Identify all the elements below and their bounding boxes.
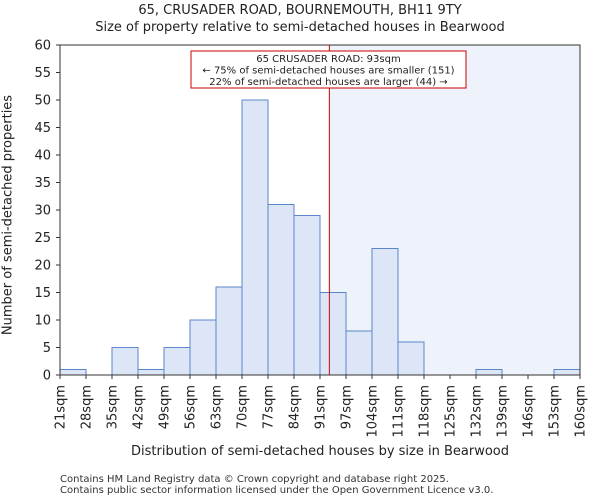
histogram-bar [397,341,425,376]
x-tick-label: 139sqm [496,385,511,438]
attribution-line-2: Contains public sector information licen… [60,485,494,496]
x-tick-label: 97sqm [340,385,355,429]
annotation-box [190,50,467,89]
highlight-region [329,45,580,375]
histogram-bar [345,330,373,376]
chart-title: 65, CRUSADER ROAD, BOURNEMOUTH, BH11 9TY [138,3,462,18]
y-tick-label: 20 [34,259,51,274]
annotation-line: ← 75% of semi-detached houses are smalle… [202,66,454,77]
histogram-bar [241,99,269,376]
annotation-line: 22% of semi-detached houses are larger (… [209,77,447,88]
chart-title-block: 65, CRUSADER ROAD, BOURNEMOUTH, BH11 9TY… [0,2,600,36]
histogram-bar [189,319,217,376]
attribution-line-1: Contains HM Land Registry data © Crown c… [60,474,449,485]
y-tick-label: 45 [34,121,51,136]
y-tick-label: 15 [34,286,51,301]
histogram-bar [137,369,165,376]
y-tick-label: 55 [34,66,51,81]
x-tick-label: 146sqm [522,385,537,438]
x-tick-label: 42sqm [132,385,147,429]
x-tick-label: 132sqm [470,385,485,438]
histogram-bar [293,215,321,376]
x-tick-label: 21sqm [54,385,69,429]
y-axis-label: Number of semi-detached properties [0,94,16,336]
x-tick-label: 35sqm [106,385,121,429]
x-tick-label: 77sqm [262,385,277,429]
y-tick-label: 50 [34,94,51,109]
x-tick-label: 56sqm [184,385,199,429]
y-tick-label: 5 [43,341,51,356]
y-tick-label: 0 [43,369,51,384]
histogram-bar [59,369,87,376]
y-tick-label: 60 [34,39,51,54]
x-tick-label: 111sqm [392,385,407,438]
y-tick-label: 40 [34,149,51,164]
y-tick-label: 10 [34,314,51,329]
x-tick-label: 118sqm [418,385,433,438]
histogram-bar [553,369,581,376]
x-tick-label: 153sqm [548,385,563,438]
chart-subtitle: Size of property relative to semi-detach… [95,20,505,35]
histogram-bar [267,204,295,376]
x-tick-label: 84sqm [288,385,303,429]
attribution-footer: Contains HM Land Registry data © Crown c… [60,474,493,496]
x-tick-label: 70sqm [236,385,251,429]
y-tick-label: 30 [34,204,51,219]
x-axis-label: Distribution of semi-detached houses by … [131,444,509,459]
histogram-bar [475,369,503,376]
annotation-line: 65 CRUSADER ROAD: 93sqm [256,54,400,65]
x-tick-label: 28sqm [80,385,95,429]
x-tick-label: 104sqm [366,385,381,438]
x-tick-label: 91sqm [314,385,329,429]
histogram-bar [163,347,191,376]
x-tick-label: 63sqm [210,385,225,429]
y-tick-label: 35 [34,176,51,191]
histogram-bar [371,248,399,376]
x-tick-label: 125sqm [444,385,459,438]
x-tick-label: 49sqm [158,385,173,429]
histogram-bar [111,347,139,376]
y-tick-label: 25 [34,231,51,246]
histogram-bar [319,292,347,376]
x-tick-label: 160sqm [574,385,589,438]
histogram-bar [215,286,243,376]
